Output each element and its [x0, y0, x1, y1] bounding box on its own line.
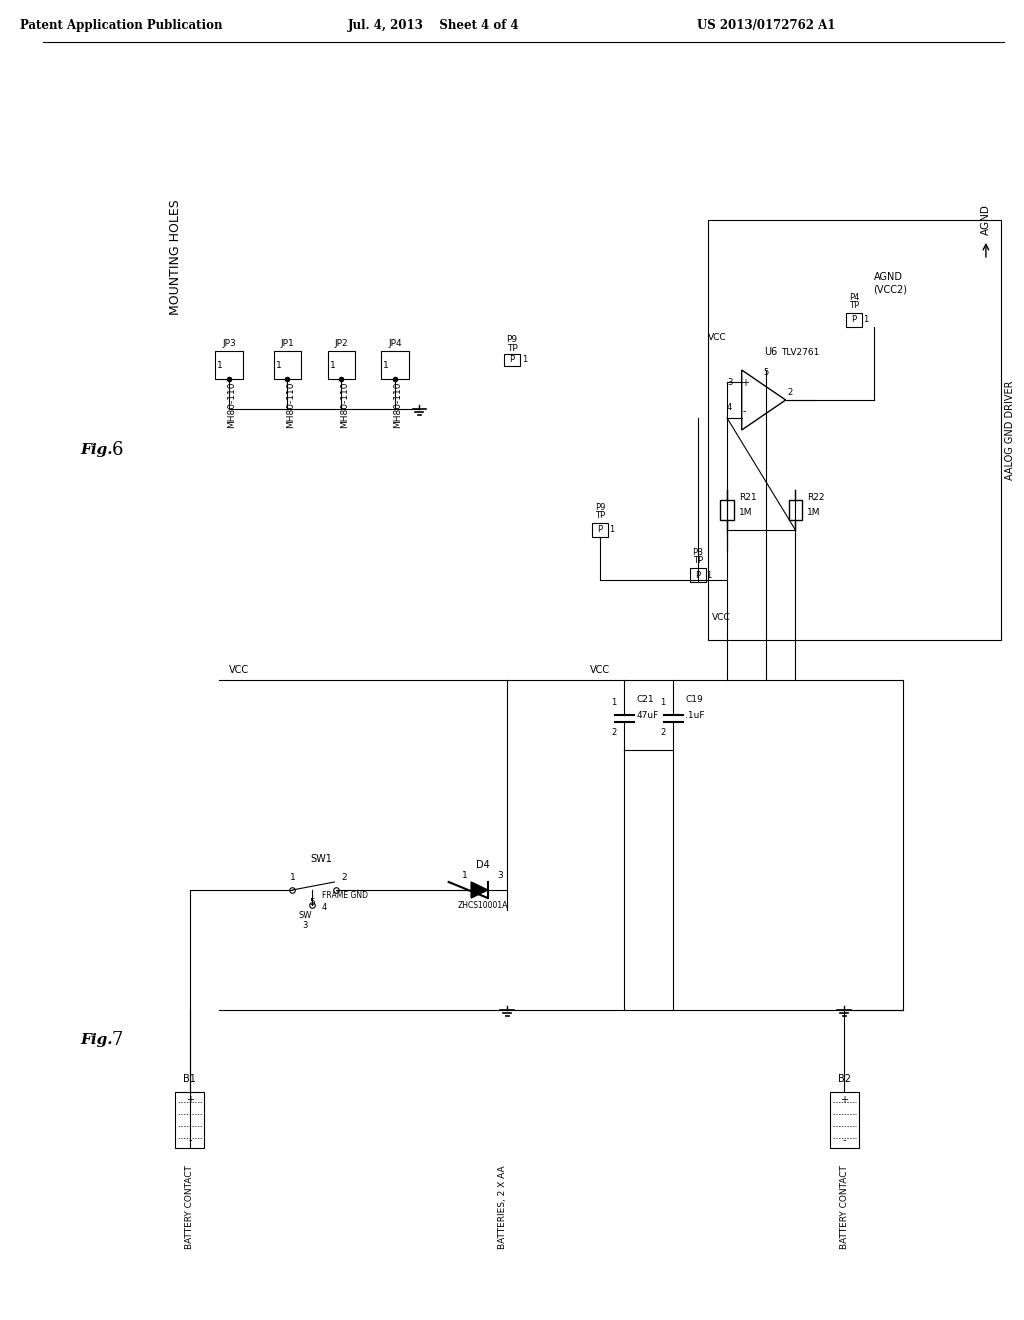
Text: C21: C21 [636, 696, 654, 705]
Bar [505, 354, 520, 366]
Bar [708, 220, 1000, 640]
Bar [592, 523, 608, 537]
Text: AGND: AGND [981, 205, 991, 235]
Text: 5: 5 [764, 368, 769, 378]
Text: ZHCS10001A: ZHCS10001A [458, 902, 508, 909]
Text: MOUNTING HOLES: MOUNTING HOLES [169, 199, 181, 315]
Text: JP1: JP1 [281, 339, 294, 348]
Text: 1: 1 [609, 525, 614, 535]
Text: TP: TP [595, 511, 605, 520]
Text: 1: 1 [522, 355, 527, 364]
Text: 3: 3 [302, 921, 308, 931]
Text: +: + [841, 1096, 848, 1105]
Bar [175, 1092, 205, 1148]
Bar [829, 1092, 859, 1148]
Text: R22: R22 [807, 492, 824, 502]
Text: 2: 2 [787, 388, 793, 397]
Text: 1: 1 [290, 873, 295, 882]
Bar [720, 500, 734, 520]
Text: 47uF: 47uF [636, 710, 658, 719]
Bar [846, 313, 862, 327]
Text: -: - [742, 407, 746, 416]
Text: TP: TP [507, 345, 517, 352]
Text: C19: C19 [685, 696, 702, 705]
Text: (VCC2): (VCC2) [873, 284, 907, 294]
Text: P4: P4 [849, 293, 859, 302]
Text: MH80-110: MH80-110 [340, 381, 348, 428]
Text: 1M: 1M [807, 508, 820, 517]
Text: P: P [510, 355, 515, 364]
Bar [690, 568, 706, 582]
Text: US 2013/0172762 A1: US 2013/0172762 A1 [697, 18, 836, 32]
Text: 3: 3 [727, 378, 732, 387]
Text: -: - [188, 1135, 191, 1144]
Bar [381, 351, 409, 379]
Polygon shape [471, 882, 487, 898]
Text: B2: B2 [838, 1074, 851, 1084]
Text: 2: 2 [611, 729, 616, 737]
Text: +: + [185, 1096, 194, 1105]
Text: B1: B1 [183, 1074, 197, 1084]
Bar [215, 351, 243, 379]
Text: JP3: JP3 [222, 339, 236, 348]
Text: 6: 6 [112, 441, 123, 459]
Text: P: P [695, 570, 700, 579]
Text: 1: 1 [707, 570, 712, 579]
Text: P9: P9 [507, 335, 518, 345]
Text: AGND: AGND [873, 272, 902, 282]
Text: PB: PB [692, 548, 703, 557]
Text: P: P [597, 525, 603, 535]
Text: MH80-110: MH80-110 [227, 381, 237, 428]
Text: TP: TP [849, 301, 859, 310]
Text: 2: 2 [341, 873, 347, 882]
Text: BATTERIES, 2 X AA: BATTERIES, 2 X AA [498, 1166, 507, 1249]
Text: Jul. 4, 2013    Sheet 4 of 4: Jul. 4, 2013 Sheet 4 of 4 [348, 18, 520, 32]
Text: 1: 1 [660, 698, 666, 708]
Text: 1: 1 [383, 360, 389, 370]
Text: SW: SW [298, 911, 312, 920]
Text: 1: 1 [217, 360, 223, 370]
Text: P: P [852, 315, 857, 325]
Text: VCC: VCC [590, 665, 610, 675]
Text: 1: 1 [275, 360, 282, 370]
Text: BATTERY CONTACT: BATTERY CONTACT [840, 1166, 849, 1249]
Bar [328, 351, 355, 379]
Text: R21: R21 [738, 492, 757, 502]
Text: 1: 1 [611, 698, 616, 708]
Text: JP4: JP4 [388, 339, 401, 348]
Text: 4: 4 [322, 903, 327, 912]
Text: -: - [843, 1135, 846, 1144]
Text: AALOG GND DRIVER: AALOG GND DRIVER [1006, 380, 1016, 480]
Text: 1: 1 [863, 315, 868, 325]
Text: P9: P9 [595, 503, 605, 512]
Text: 1: 1 [330, 360, 335, 370]
Text: VCC: VCC [713, 612, 731, 622]
Text: BATTERY CONTACT: BATTERY CONTACT [185, 1166, 195, 1249]
Text: D4: D4 [476, 861, 489, 870]
Text: MH80-110: MH80-110 [393, 381, 402, 428]
Text: 2: 2 [660, 729, 666, 737]
Text: Fig.: Fig. [81, 444, 113, 457]
Text: Fig.: Fig. [81, 1034, 113, 1047]
Text: U6: U6 [764, 347, 777, 356]
Text: +: + [740, 378, 749, 388]
Text: 1M: 1M [738, 508, 753, 517]
Text: 7: 7 [112, 1031, 123, 1049]
Bar [788, 500, 802, 520]
Text: VCC: VCC [708, 333, 727, 342]
Text: MH80-110: MH80-110 [286, 381, 295, 428]
Text: 4: 4 [727, 403, 732, 412]
Text: 5: 5 [309, 898, 314, 907]
Bar [273, 351, 301, 379]
Text: 3: 3 [498, 871, 504, 880]
Text: SW1: SW1 [310, 854, 333, 865]
Text: JP2: JP2 [335, 339, 348, 348]
Text: 1: 1 [463, 871, 468, 880]
Text: TP: TP [692, 556, 702, 565]
Text: TLV2761: TLV2761 [780, 348, 819, 356]
Text: FRAME GND: FRAME GND [322, 891, 368, 900]
Text: VCC: VCC [228, 665, 249, 675]
Text: Patent Application Publication: Patent Application Publication [20, 18, 222, 32]
Text: .1uF: .1uF [685, 710, 705, 719]
